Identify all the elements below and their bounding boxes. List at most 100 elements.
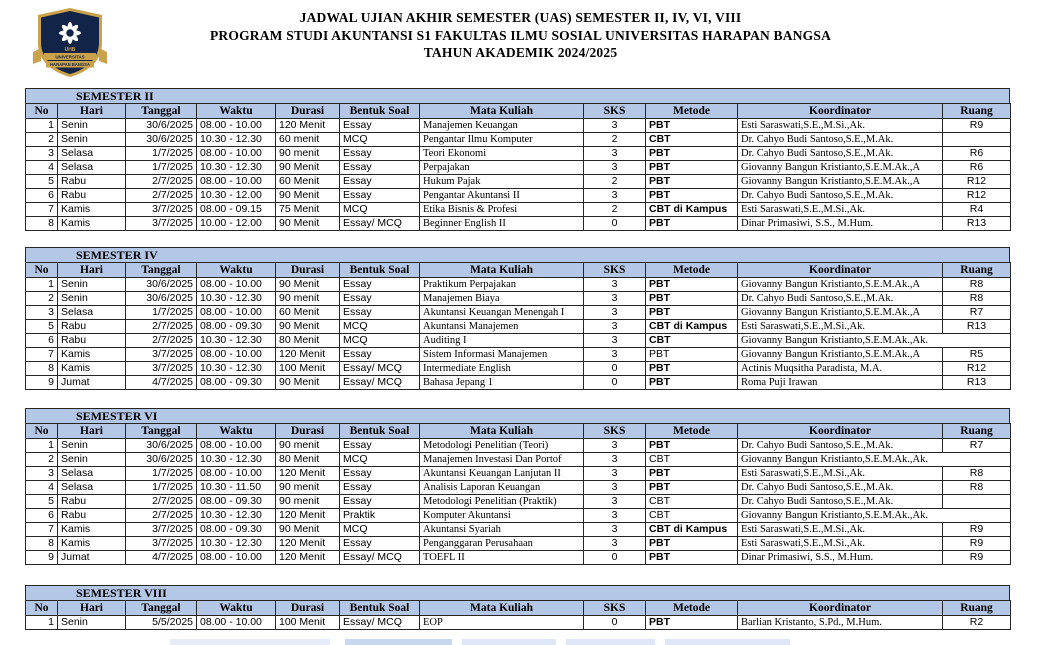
cell-mata-kuliah: Metodologi Penelitian (Teori) xyxy=(419,438,584,453)
cell-mata-kuliah: Auditing I xyxy=(419,333,584,348)
schedule-row: 1 Senin 30/6/2025 08.00 - 10.00 120 Menit Ess… xyxy=(25,118,1011,133)
cell-tanggal: 2/7/2025 xyxy=(125,494,197,509)
cell-sks: 0 xyxy=(583,216,646,231)
cell-bentuk-soal: Essay xyxy=(339,188,420,203)
cell-no: 6 xyxy=(25,188,58,203)
cell-hari: Selasa xyxy=(57,146,126,161)
cell-waktu: 08.00 - 09.30 xyxy=(196,319,276,334)
cell-durasi: 120 Menit xyxy=(275,118,340,133)
cell-durasi: 60 Menit xyxy=(275,174,340,189)
cell-waktu: 08.00 - 10.00 xyxy=(196,438,276,453)
cell-no: 2 xyxy=(25,132,58,147)
cell-koordinator: Dinar Primasiwi, S.S., M.Hum. xyxy=(737,216,943,231)
cell-koordinator: Esti Saraswati,S.E.,M.Si.,Ak. xyxy=(737,466,943,481)
cell-sks: 3 xyxy=(583,522,646,537)
schedule-row: 6 Rabu 2/7/2025 10.30 - 12.30 120 Menit Prakt… xyxy=(25,508,1011,523)
logo-text-universitas: UNIVERSITAS xyxy=(55,54,84,59)
cell-hari: Selasa xyxy=(57,305,126,320)
cell-hari: Kamis xyxy=(57,361,126,376)
column-header-metode: Metode xyxy=(645,103,738,119)
cell-mata-kuliah: Akuntansi Keuangan Lanjutan II xyxy=(419,466,584,481)
cell-bentuk-soal: Praktik xyxy=(339,508,420,523)
column-header-durasi: Durasi xyxy=(275,600,340,616)
cell-hari: Jumat xyxy=(57,550,126,565)
cell-bentuk-soal: MCQ xyxy=(339,452,420,467)
schedule-row: 8 Kamis 3/7/2025 10.30 - 12.30 100 Menit Essa… xyxy=(25,361,1011,376)
cell-waktu: 08.00 - 10.00 xyxy=(196,347,276,362)
cell-hari: Rabu xyxy=(57,319,126,334)
cell-koordinator: Dr. Cahyo Budi Santoso,S.E.,M.Ak. xyxy=(737,494,943,509)
schedule-row: 1 Senin 30/6/2025 08.00 - 10.00 90 Menit Essa… xyxy=(25,277,1011,292)
column-header-sks: SKS xyxy=(583,600,646,616)
cell-bentuk-soal: Essay xyxy=(339,480,420,495)
cell-metode: CBT di Kampus xyxy=(645,319,738,334)
cell-koordinator: Giovanny Bangun Kristianto,S.E.M.Ak.,A xyxy=(737,305,943,320)
cell-hari: Jumat xyxy=(57,375,126,390)
title-line-2: PROGRAM STUDI AKUNTANSI S1 FAKULTAS ILMU… xyxy=(209,27,832,43)
cell-sks: 2 xyxy=(583,174,646,189)
column-header-durasi: Durasi xyxy=(275,103,340,119)
cell-durasi: 100 Menit xyxy=(275,361,340,376)
cell-bentuk-soal: Essay xyxy=(339,347,420,362)
schedule-row: 4 Selasa 1/7/2025 10.30 - 11.50 90 menit Essa… xyxy=(25,480,1011,495)
cell-koordinator: Dr. Cahyo Budi Santoso,S.E.,M.Ak. xyxy=(737,146,943,161)
cell-ruang: R2 xyxy=(942,615,1011,630)
cell-sks: 3 xyxy=(583,118,646,133)
cell-waktu: 10.30 - 12.30 xyxy=(196,361,276,376)
schedule-table: No Hari Tanggal Waktu Durasi Bentuk Soal Mata … xyxy=(25,103,1011,231)
cell-waktu: 08.00 - 10.00 xyxy=(196,615,276,630)
cell-sks: 0 xyxy=(583,615,646,630)
column-header-bentuk-soal: Bentuk Soal xyxy=(339,423,420,439)
column-header-koordinator: Koordinator xyxy=(737,103,943,119)
cell-waktu: 10.30 - 11.50 xyxy=(196,480,276,495)
column-header-tanggal: Tanggal xyxy=(125,103,197,119)
cell-bentuk-soal: MCQ xyxy=(339,202,420,217)
cell-waktu: 08.00 - 10.00 xyxy=(196,277,276,292)
cell-hari: Selasa xyxy=(57,466,126,481)
cell-ruang: R13 xyxy=(942,319,1011,334)
cell-koordinator: Barlian Kristanto, S.Pd., M.Hum. xyxy=(737,615,943,630)
cell-tanggal: 5/5/2025 xyxy=(125,615,197,630)
cell-hari: Kamis xyxy=(57,202,126,217)
column-header-tanggal: Tanggal xyxy=(125,423,197,439)
cell-sks: 0 xyxy=(583,550,646,565)
cell-metode: PBT xyxy=(645,347,738,362)
column-header-bentuk-soal: Bentuk Soal xyxy=(339,103,420,119)
cell-sks: 3 xyxy=(583,319,646,334)
cell-tanggal: 2/7/2025 xyxy=(125,319,197,334)
cell-sks: 3 xyxy=(583,438,646,453)
cell-no: 2 xyxy=(25,291,58,306)
cell-no: 8 xyxy=(25,536,58,551)
schedule-row: 8 Kamis 3/7/2025 10.00 - 12.00 90 Menit Essay… xyxy=(25,216,1011,231)
cell-hari: Senin xyxy=(57,615,126,630)
column-header-tanggal: Tanggal xyxy=(125,600,197,616)
cell-sks: 3 xyxy=(583,452,646,467)
cell-no: 5 xyxy=(25,319,58,334)
cell-bentuk-soal: Essay xyxy=(339,277,420,292)
cell-metode: PBT xyxy=(645,174,738,189)
cell-mata-kuliah: Bahasa Jepang 1 xyxy=(419,375,584,390)
cell-mata-kuliah: Metodologi Penelitian (Praktik) xyxy=(419,494,584,509)
cell-koordinator: Esti Saraswati,S.E.,M.Si.,Ak. xyxy=(737,536,943,551)
semester-viii-section: SEMESTER VIII No Hari Tanggal Waktu Durasi Be… xyxy=(25,585,1011,630)
cell-ruang xyxy=(942,494,1011,509)
cell-tanggal: 1/7/2025 xyxy=(125,466,197,481)
cell-sks: 0 xyxy=(583,361,646,376)
cell-sks: 3 xyxy=(583,347,646,362)
cell-mata-kuliah: Akuntansi Keuangan Menengah I xyxy=(419,305,584,320)
header-row: No Hari Tanggal Waktu Durasi Bentuk Soal Mata … xyxy=(25,103,1011,119)
cell-tanggal: 2/7/2025 xyxy=(125,508,197,523)
column-header-waktu: Waktu xyxy=(196,262,276,278)
cell-waktu: 10.30 - 12.00 xyxy=(196,188,276,203)
cell-metode: PBT xyxy=(645,216,738,231)
cell-koordinator: Esti Saraswati,S.E.,M.Si.,Ak. xyxy=(737,118,943,133)
cell-mata-kuliah: Teori Ekonomi xyxy=(419,146,584,161)
cell-tanggal: 30/6/2025 xyxy=(125,452,197,467)
cell-koordinator: Esti Saraswati,S.E.,M.Si.,Ak. xyxy=(737,202,943,217)
cell-metode: CBT xyxy=(645,494,738,509)
cell-metode: PBT xyxy=(645,291,738,306)
cutoff-band-segment xyxy=(665,639,790,645)
cell-mata-kuliah: Analisis Laporan Keuangan xyxy=(419,480,584,495)
cell-bentuk-soal: Essay xyxy=(339,118,420,133)
schedule-row: 5 Rabu 2/7/2025 08.00 - 10.00 60 Menit Essay H… xyxy=(25,174,1011,189)
